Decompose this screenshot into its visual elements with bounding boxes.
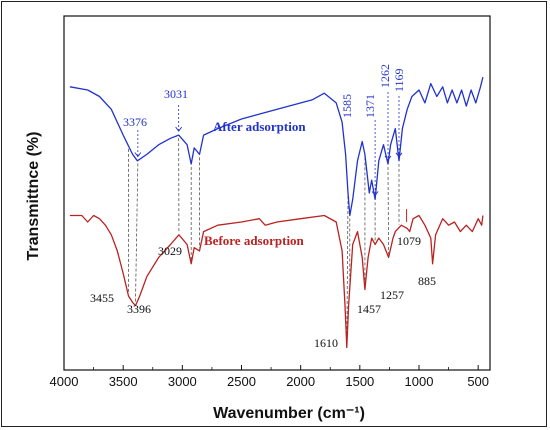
series-label-before: Before adsorption [204, 233, 305, 248]
peak-label: 1257 [380, 288, 404, 302]
x-tick-label: 4000 [50, 374, 79, 389]
x-tick-label: 1000 [405, 374, 434, 389]
x-tick-label: 1500 [345, 374, 374, 389]
peak-guide [387, 167, 389, 255]
series-label-after: After adsorption [213, 119, 306, 134]
peak-arrowhead [134, 152, 142, 158]
x-axis-title: Wavenumber (cm⁻¹) [213, 405, 365, 422]
peak-label: 3396 [127, 302, 151, 316]
x-tick-label: 500 [467, 374, 489, 389]
peak-label: 1585 [340, 94, 354, 118]
peak-label: 3029 [158, 244, 182, 258]
peak-label: 1079 [397, 234, 421, 248]
peak-label: 885 [418, 274, 436, 288]
peak-label: 3031 [164, 87, 188, 101]
peak-arrowhead [175, 126, 183, 132]
peak-label: 1610 [314, 336, 338, 350]
peak-label: 1371 [363, 94, 377, 118]
y-axis-title: Transmittnce (%) [25, 132, 42, 261]
peak-label: 3376 [123, 115, 147, 129]
series-before-line [69, 214, 484, 349]
x-tick-label: 3000 [168, 374, 197, 389]
x-tick-label: 2000 [286, 374, 315, 389]
peak-guide [135, 163, 139, 303]
peak-label: 3455 [90, 291, 114, 305]
peak-label: 1262 [378, 64, 392, 88]
series-after-line [69, 76, 484, 217]
x-tick-label: 2500 [227, 374, 256, 389]
x-tick-label: 3500 [109, 374, 138, 389]
peak-label: 1457 [357, 302, 381, 316]
plot-area [63, 15, 491, 371]
peak-label: 1169 [392, 68, 406, 92]
